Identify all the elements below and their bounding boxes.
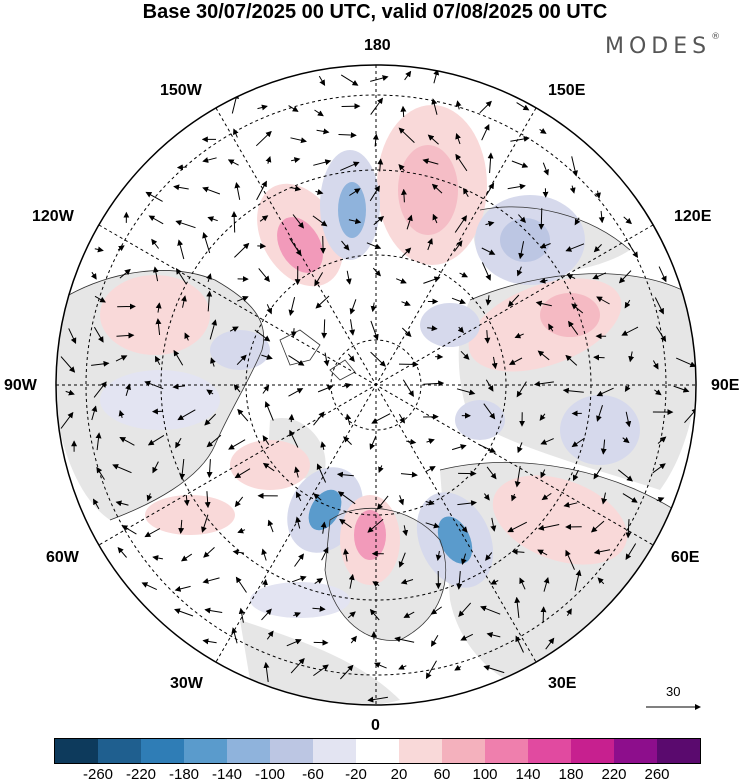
colorbar-swatch xyxy=(614,739,657,763)
wind-vector xyxy=(323,236,324,253)
wind-vector xyxy=(541,208,542,229)
colorbar-swatch xyxy=(657,739,700,763)
colorbar-tick-label: 140 xyxy=(515,766,540,783)
colorbar-swatch xyxy=(356,739,399,763)
lon-label-120w: 120W xyxy=(32,208,74,226)
lon-label-150e: 150E xyxy=(548,82,585,100)
colorbar-ticks: -260 -220 -180 -140 -100 -60 -20 20 60 100 140 180 2… xyxy=(0,766,750,784)
colorbar-tick-label: -100 xyxy=(255,766,285,783)
colorbar-swatch xyxy=(442,739,485,763)
colorbar-tick-label: 100 xyxy=(472,766,497,783)
wind-vector xyxy=(404,190,405,203)
colorbar-swatch xyxy=(227,739,270,763)
wind-vector xyxy=(594,357,605,358)
colorbar-swatch xyxy=(270,739,313,763)
colorbar-swatch xyxy=(55,739,98,763)
colorbar-swatch xyxy=(528,739,571,763)
lon-label-0: 0 xyxy=(371,717,380,735)
colorbar-tick-label: -180 xyxy=(169,766,199,783)
colorbar-swatch xyxy=(184,739,227,763)
colorbar-tick-label: 180 xyxy=(558,766,583,783)
colorbar xyxy=(54,738,701,764)
colorbar-swatch xyxy=(485,739,528,763)
wind-vector xyxy=(178,167,187,168)
colorbar-swatch xyxy=(399,739,442,763)
lon-label-60w: 60W xyxy=(46,549,79,567)
colorbar-tick-label: -20 xyxy=(345,766,367,783)
colorbar-tick-label: 260 xyxy=(644,766,669,783)
colorbar-tick-label: -260 xyxy=(83,766,113,783)
colorbar-swatch xyxy=(313,739,356,763)
wind-vector xyxy=(234,212,235,233)
colorbar-swatch xyxy=(98,739,141,763)
colorbar-tick-label: -140 xyxy=(212,766,242,783)
lon-label-30e: 30E xyxy=(548,675,576,693)
lon-label-90e: 90E xyxy=(711,377,739,395)
wind-vector xyxy=(543,607,544,623)
colorbar-swatch xyxy=(571,739,614,763)
wind-vector xyxy=(403,107,404,117)
lon-label-60e: 60E xyxy=(671,549,699,567)
colorbar-tick-label: 20 xyxy=(391,766,408,783)
wind-vector xyxy=(291,415,292,422)
wind-vector xyxy=(324,319,325,337)
vector-scale-label: 30 xyxy=(666,684,680,699)
lon-label-30w: 30W xyxy=(170,675,203,693)
lon-label-180: 180 xyxy=(364,37,391,55)
colorbar-tick-label: 60 xyxy=(434,766,451,783)
lon-label-120e: 120E xyxy=(674,208,711,226)
lon-label-90w: 90W xyxy=(4,377,37,395)
colorbar-tick-label: 220 xyxy=(601,766,626,783)
colorbar-tick-label: -60 xyxy=(302,766,324,783)
colorbar-tick-label: -220 xyxy=(126,766,156,783)
lon-label-150w: 150W xyxy=(160,82,202,100)
colorbar-swatch xyxy=(141,739,184,763)
